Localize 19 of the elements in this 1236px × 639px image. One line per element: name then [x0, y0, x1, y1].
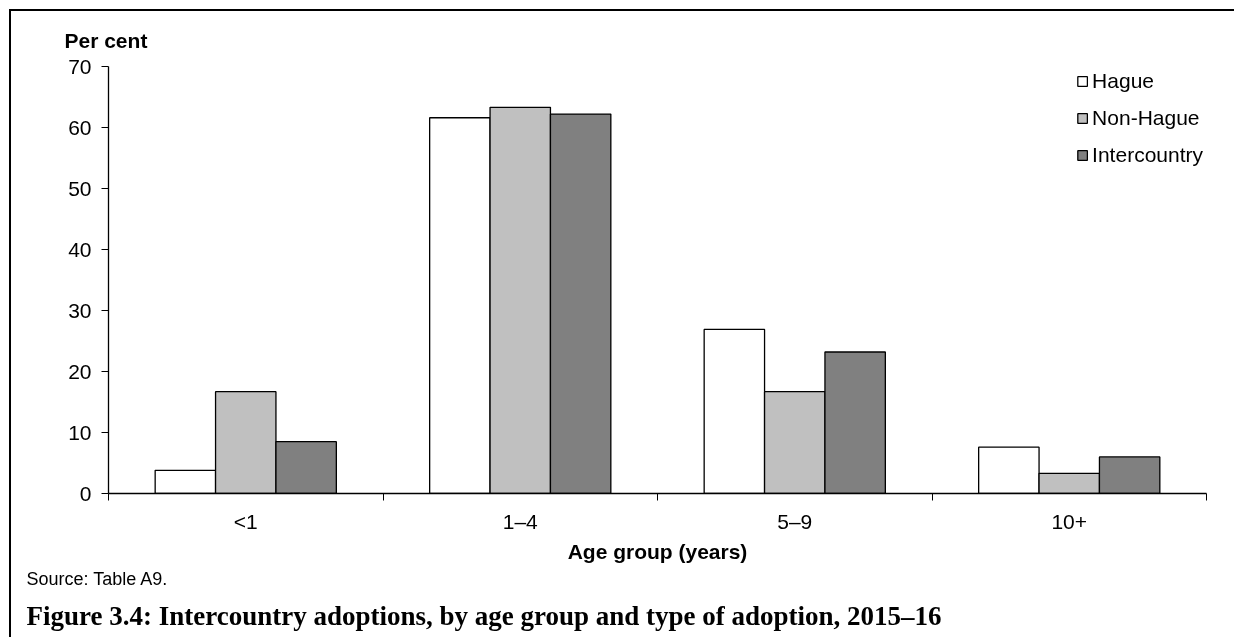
x-axis-title: Age group (years)	[567, 539, 748, 563]
y-tick-label: 0	[79, 481, 92, 505]
y-tick-label: 60	[68, 115, 92, 139]
y-tick-label: 20	[68, 359, 92, 383]
y-tick-label: 70	[68, 54, 92, 78]
source-note: Source: Table A9.	[26, 568, 168, 589]
legend-label: Non-Hague	[1092, 106, 1200, 130]
x-tick-label: 1–4	[502, 509, 539, 533]
text: Figure 3.4: Intercountry adoptions, by age group and type of adoption, 2015–16	[26, 600, 942, 631]
legend-label: Hague	[1092, 69, 1154, 93]
y-tick-label: 40	[68, 237, 92, 261]
y-tick-label: 10	[68, 420, 92, 444]
x-tick-label: <1	[233, 509, 258, 533]
x-tick-label: 5–9	[777, 509, 813, 533]
legend-label: Intercountry	[1092, 143, 1203, 167]
y-tick-label: 30	[68, 298, 92, 322]
x-tick-label: 10+	[1051, 509, 1088, 533]
y-axis-title: Per cent	[64, 28, 148, 52]
y-tick-label: 50	[68, 176, 92, 200]
